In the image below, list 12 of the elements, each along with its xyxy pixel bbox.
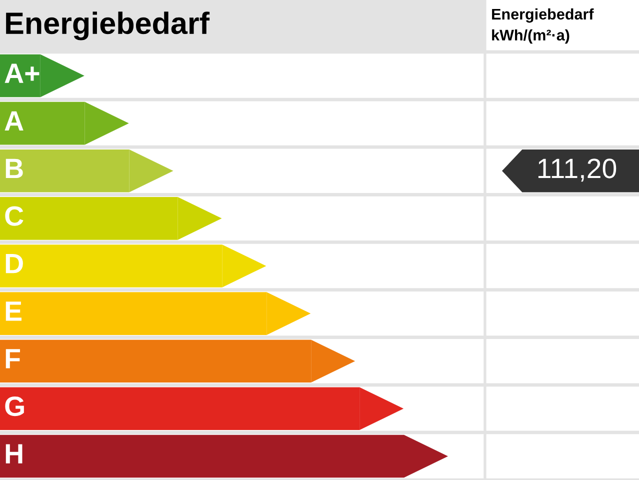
chart-title: Energiebedarf — [6, 12, 210, 40]
y-tick-label: C — [5, 206, 24, 226]
y-tick-label: A — [4, 111, 24, 130]
y-tick-label: H — [6, 444, 22, 464]
y-tick-label: F — [6, 349, 20, 368]
y-tick-label: B — [6, 158, 23, 178]
text: Energiebedarf kWh/(m²·a) — [492, 8, 594, 44]
y-tick-label: D — [6, 254, 23, 274]
text: 111,20 — [538, 158, 616, 182]
y-tick-label: E — [6, 302, 22, 321]
y-tick-label: G — [5, 396, 24, 416]
y-tick-label: A+ — [4, 64, 40, 83]
